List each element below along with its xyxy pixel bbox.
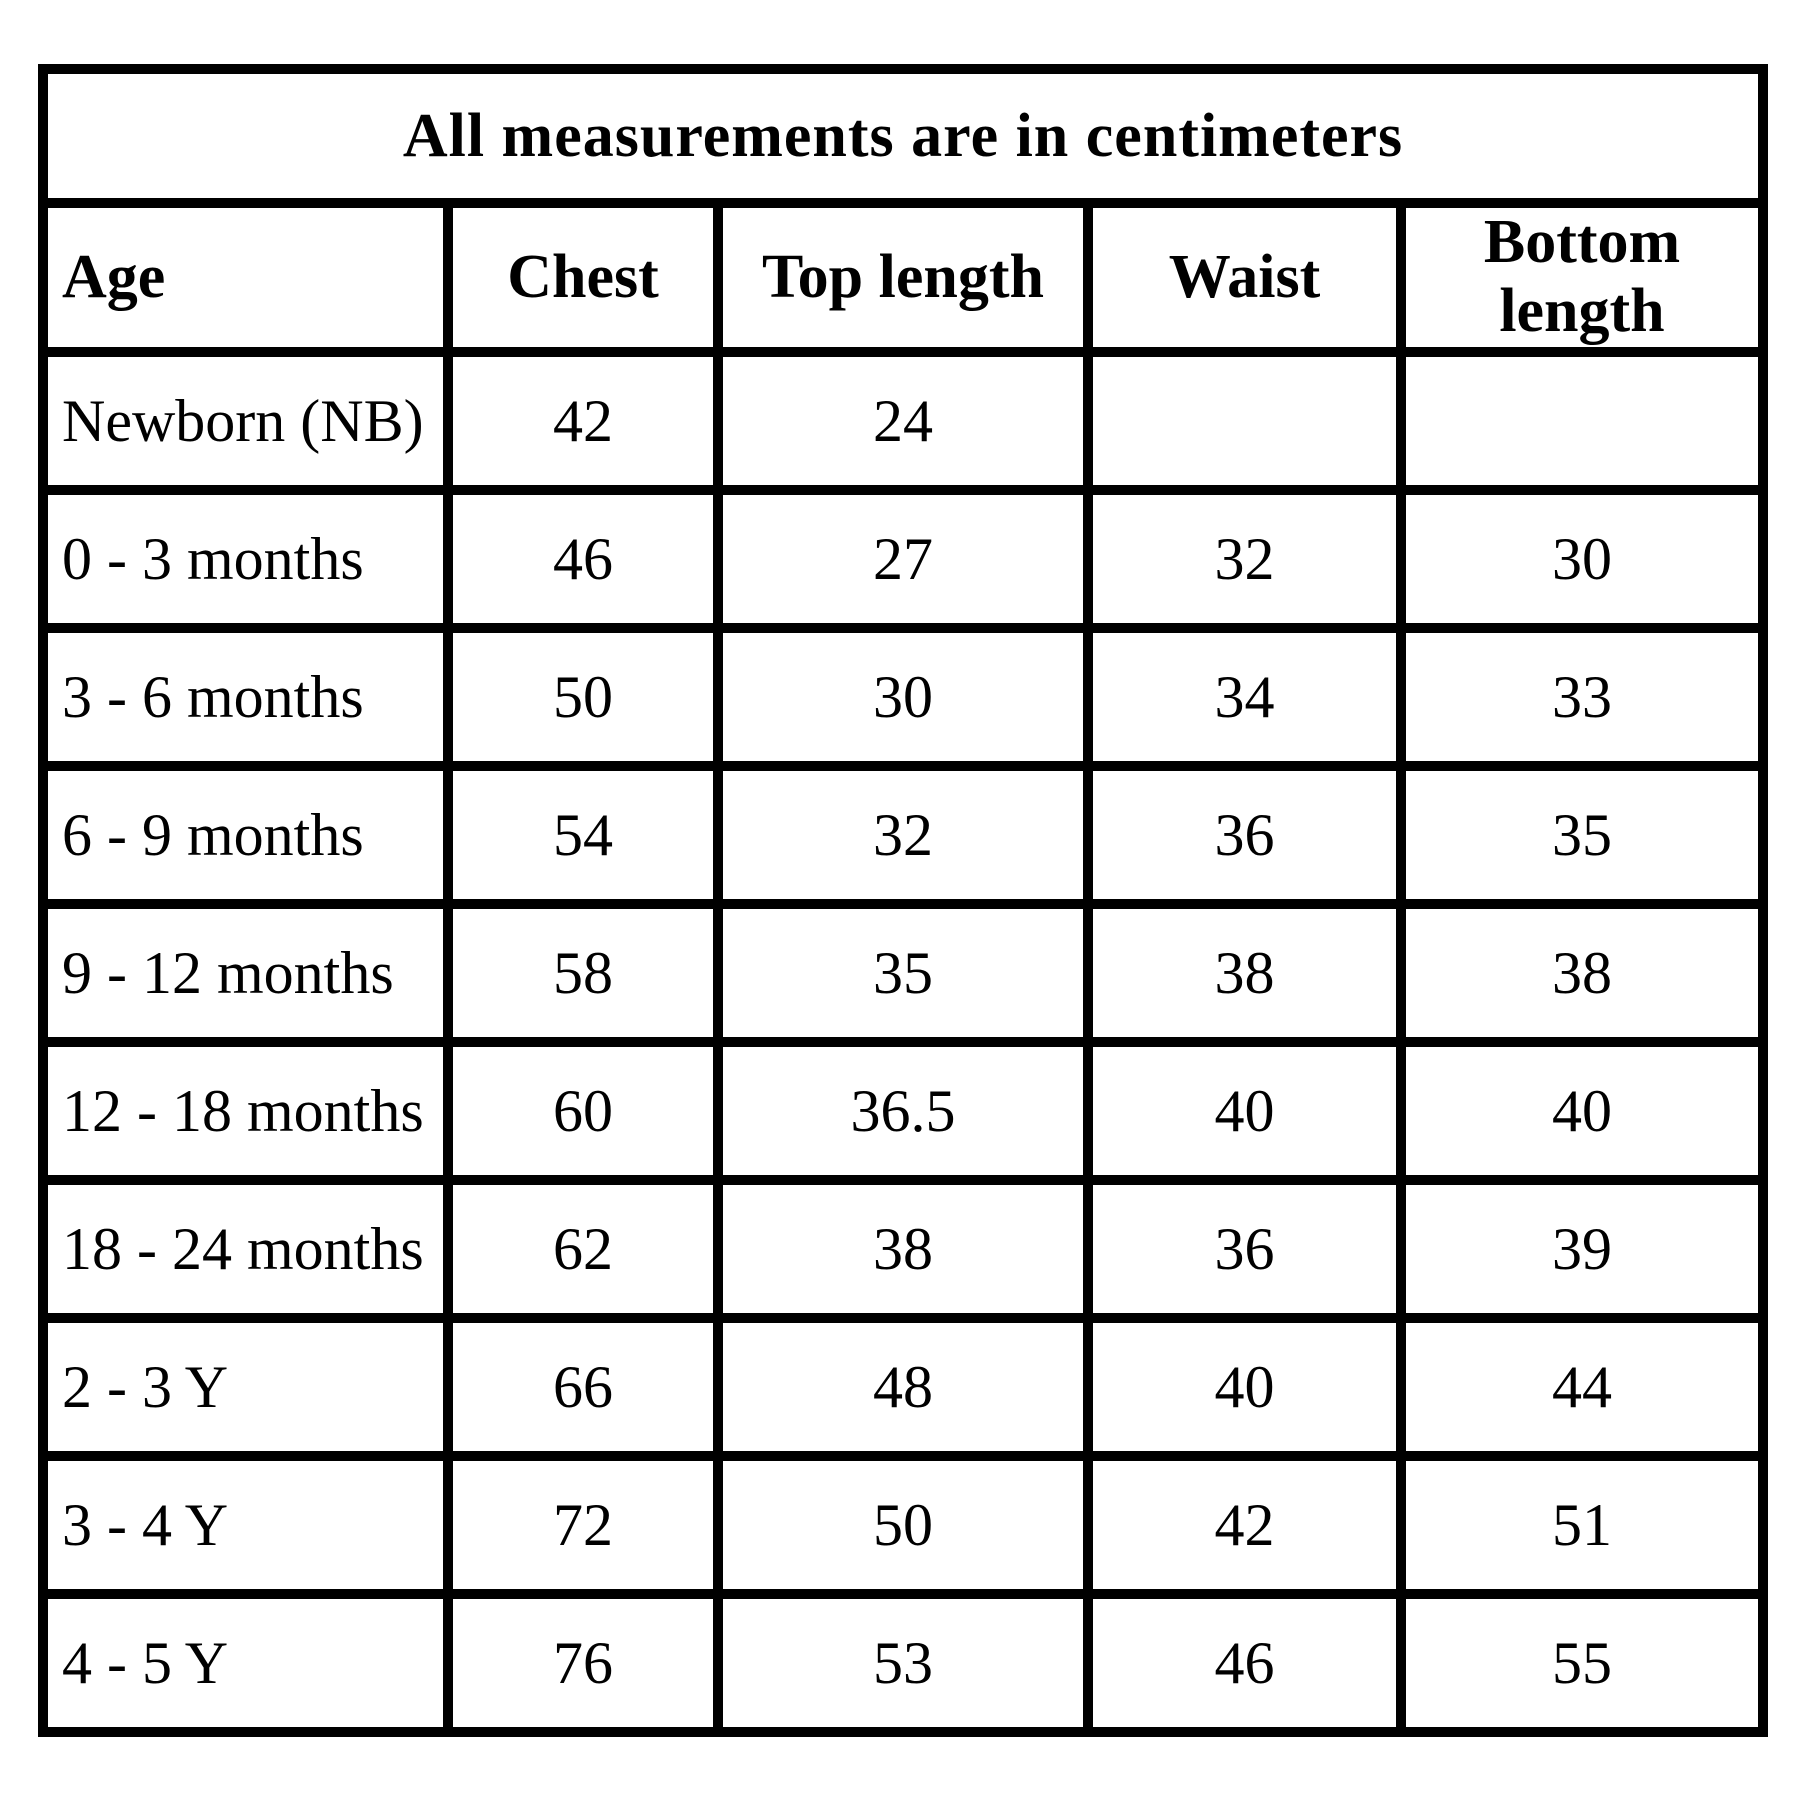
table-row: 18 - 24 months 62 38 36 39 [38, 1174, 1768, 1323]
table-row: 9 - 12 months 58 35 38 38 [38, 898, 1768, 1047]
bottom-length-cell: 33 [1396, 622, 1768, 771]
table-row: 4 - 5 Y 76 53 46 55 [38, 1588, 1768, 1737]
chest-cell: 54 [443, 760, 723, 909]
top-length-cell: 24 [713, 346, 1093, 495]
bottom-length-cell: 35 [1396, 760, 1768, 909]
waist-cell: 34 [1083, 622, 1406, 771]
waist-cell: 36 [1083, 1174, 1406, 1323]
size-chart-table: All measurements are in centimeters Age … [38, 64, 1768, 1737]
age-cell: 9 - 12 months [38, 898, 453, 1047]
bottom-length-cell: 44 [1396, 1312, 1768, 1461]
chest-cell: 46 [443, 484, 723, 633]
table-row: 3 - 4 Y 72 50 42 51 [38, 1450, 1768, 1599]
top-length-cell: 50 [713, 1450, 1093, 1599]
bottom-length-cell: 55 [1396, 1588, 1768, 1737]
top-length-cell: 38 [713, 1174, 1093, 1323]
bottom-length-cell: 40 [1396, 1036, 1768, 1185]
waist-cell: 42 [1083, 1450, 1406, 1599]
top-length-cell: 27 [713, 484, 1093, 633]
age-cell: 3 - 4 Y [38, 1450, 453, 1599]
waist-cell [1083, 346, 1406, 495]
table-title: All measurements are in centimeters [38, 64, 1768, 208]
column-header-age: Age [38, 198, 453, 357]
table-row: Newborn (NB) 42 24 [38, 346, 1768, 495]
top-length-cell: 53 [713, 1588, 1093, 1737]
waist-cell: 38 [1083, 898, 1406, 1047]
column-header-waist: Waist [1083, 198, 1406, 357]
age-cell: Newborn (NB) [38, 346, 453, 495]
chest-cell: 76 [443, 1588, 723, 1737]
age-cell: 18 - 24 months [38, 1174, 453, 1323]
chest-cell: 50 [443, 622, 723, 771]
table-row: 6 - 9 months 54 32 36 35 [38, 760, 1768, 909]
bottom-length-cell [1396, 346, 1768, 495]
top-length-cell: 32 [713, 760, 1093, 909]
age-cell: 0 - 3 months [38, 484, 453, 633]
bottom-length-cell: 30 [1396, 484, 1768, 633]
table-row: 0 - 3 months 46 27 32 30 [38, 484, 1768, 633]
header-row: Age Chest Top length Waist Bottom length [38, 198, 1768, 357]
chest-cell: 60 [443, 1036, 723, 1185]
bottom-length-cell: 39 [1396, 1174, 1768, 1323]
chest-cell: 62 [443, 1174, 723, 1323]
chest-cell: 66 [443, 1312, 723, 1461]
title-row: All measurements are in centimeters [38, 64, 1768, 208]
age-cell: 6 - 9 months [38, 760, 453, 909]
waist-cell: 46 [1083, 1588, 1406, 1737]
waist-cell: 40 [1083, 1312, 1406, 1461]
age-cell: 12 - 18 months [38, 1036, 453, 1185]
top-length-cell: 30 [713, 622, 1093, 771]
waist-cell: 32 [1083, 484, 1406, 633]
table-row: 12 - 18 months 60 36.5 40 40 [38, 1036, 1768, 1185]
bottom-length-cell: 51 [1396, 1450, 1768, 1599]
chest-cell: 58 [443, 898, 723, 1047]
column-header-chest: Chest [443, 198, 723, 357]
table-row: 2 - 3 Y 66 48 40 44 [38, 1312, 1768, 1461]
column-header-top-length: Top length [713, 198, 1093, 357]
age-cell: 4 - 5 Y [38, 1588, 453, 1737]
top-length-cell: 35 [713, 898, 1093, 1047]
chest-cell: 72 [443, 1450, 723, 1599]
waist-cell: 40 [1083, 1036, 1406, 1185]
top-length-cell: 36.5 [713, 1036, 1093, 1185]
age-cell: 3 - 6 months [38, 622, 453, 771]
waist-cell: 36 [1083, 760, 1406, 909]
bottom-length-cell: 38 [1396, 898, 1768, 1047]
column-header-bottom-length: Bottom length [1396, 198, 1768, 357]
age-cell: 2 - 3 Y [38, 1312, 453, 1461]
chest-cell: 42 [443, 346, 723, 495]
table-row: 3 - 6 months 50 30 34 33 [38, 622, 1768, 771]
top-length-cell: 48 [713, 1312, 1093, 1461]
